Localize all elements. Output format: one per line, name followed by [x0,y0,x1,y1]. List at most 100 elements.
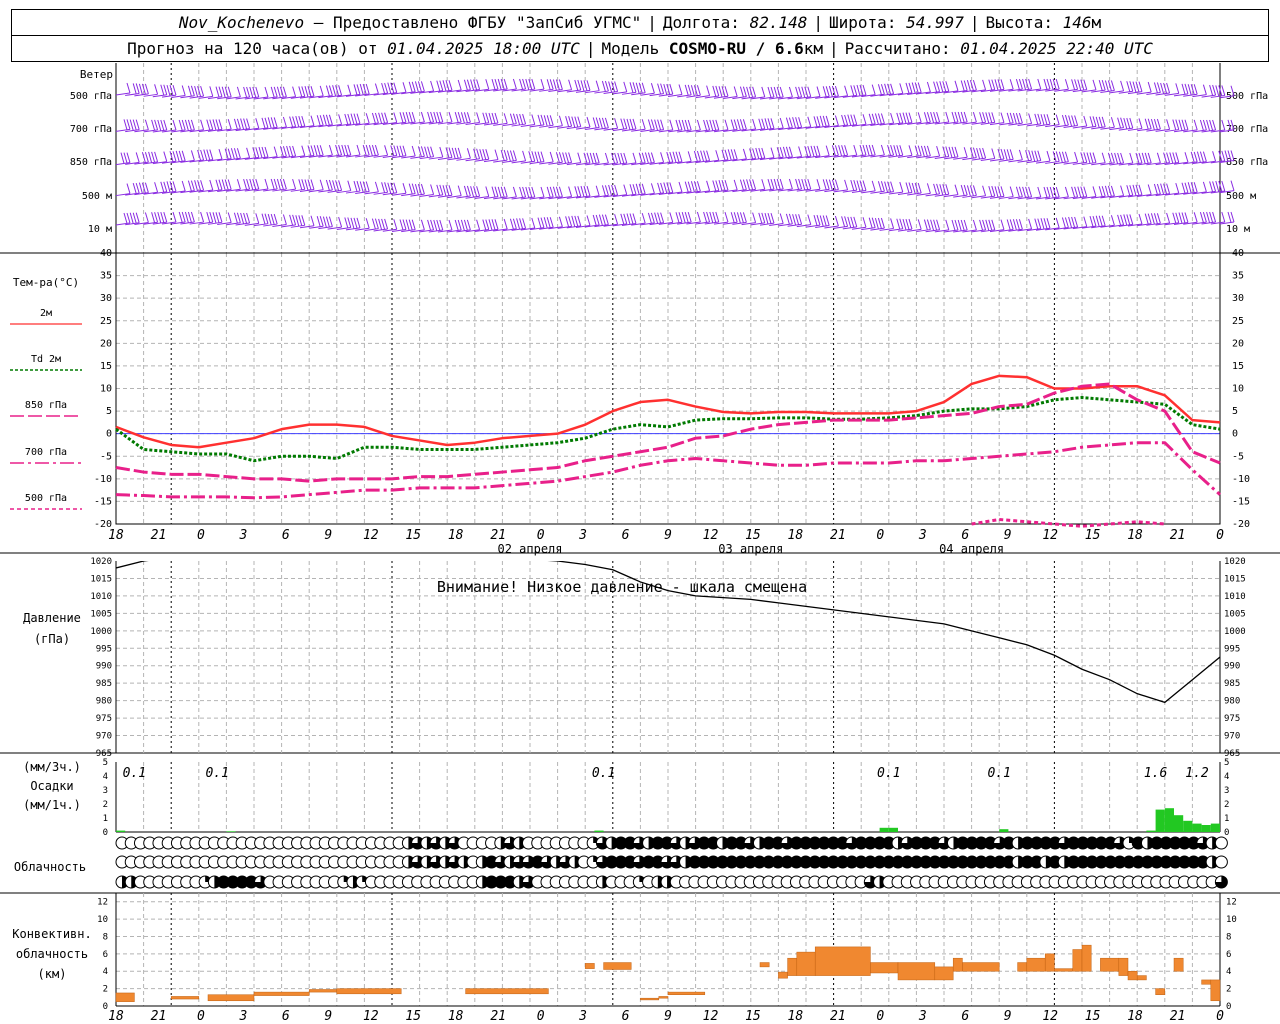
wind-barb-flag [902,112,907,124]
wind-barb-flag [997,79,1002,90]
temp-xtick: 3 [918,528,927,543]
wind-barb-flag [684,84,689,96]
wind-barb-flag [1156,183,1161,195]
wind-barb [1183,221,1198,225]
wind-barb-flag [362,181,367,193]
wind-barb-flag [1190,182,1195,193]
wind-barb [345,93,361,97]
wind-barb-flag [641,212,646,224]
cloud-symbol [1131,855,1145,869]
wind-barb-flag [1184,119,1189,130]
wind-barb-flag [565,216,570,227]
wind-barb-flag [132,182,137,194]
wind-barb [1081,225,1097,229]
wind-barb [382,92,397,96]
precip-bar [1183,820,1193,832]
temp-legend-label: 2м [40,308,52,319]
wind-barb-flag [439,146,444,158]
cloud-fill [1150,837,1163,849]
cloud-fill [781,837,794,849]
wind-barb-flag [880,181,885,192]
wind-barb-flag [798,146,803,157]
wind-barb [741,157,756,161]
wind-barb-flag [279,146,284,157]
wind-barb-flag [733,179,738,190]
wind-barb [1164,129,1179,133]
wind-barb-flag [243,86,248,98]
pressure-axis-unit: (гПа) [34,632,70,646]
wind-barb-flag [822,179,827,190]
alt-unit: м [1091,13,1102,32]
wind-barb-flag [834,145,839,156]
wind-barb [585,195,600,199]
wind-barb [493,196,508,200]
wind-barb-flag [531,114,536,125]
wind-barb [723,129,738,133]
wind-barb [677,129,692,133]
wind-barb-flag [669,151,674,163]
wind-barb-flag [638,152,643,164]
wind-barb [355,154,370,158]
wind-barb-flag [847,114,852,126]
wind-barb-flag [1184,83,1189,94]
wind-barb-flag [184,211,189,223]
wind-barb-flag [623,118,628,129]
conv-xtick: 18 [1127,1009,1143,1024]
wind-barb-flag [181,180,186,192]
wind-barb-flag [267,213,272,225]
forecast-prefix: Прогноз на 120 часа(ов) от [127,39,378,58]
wind-barb-flag [436,80,441,92]
wind-barb-flag [488,219,493,231]
wind-barb [355,227,370,231]
pressure-ytick-right: 980 [1224,697,1240,707]
wind-barb [483,159,499,163]
wind-barb [410,90,425,94]
wind-barb-flag [687,211,692,223]
wind-barb-flag [178,211,183,223]
wind-barb [1035,88,1051,92]
cloud-symbol [1150,855,1164,869]
wind-barb [493,88,508,92]
conv-bar [814,946,871,976]
wind-barb [226,188,241,192]
wind-level-label: 500 м [82,191,112,202]
wind-barb [649,93,664,97]
wind-barb [686,190,701,194]
wind-barb-flag [571,116,576,128]
wind-barb-flag [319,85,324,97]
wind-barb [152,129,167,133]
wind-barb-flag [172,181,177,192]
wind-barb [861,154,876,158]
wind-barb [134,93,149,97]
wind-barb [465,122,480,126]
wind-barb-flag [1064,186,1069,198]
wind-barb [1137,223,1152,227]
cloud-symbol [799,855,813,869]
cloud-fill [827,856,840,868]
wind-barb-flag [749,148,754,160]
wind-barb-flag [436,219,441,231]
wind-barb-flag [506,150,511,162]
wind-barb [612,128,627,132]
conv-bar [170,996,200,1000]
cloud-symbol [1048,855,1062,869]
wind-barb [1183,161,1198,165]
wind-barb [1091,195,1106,199]
wind-barb [842,94,857,98]
wind-barb-flag [1166,119,1171,130]
wind-barb-flag [316,216,321,227]
wind-barb-flag [313,145,318,157]
wind-barb-flag [307,179,312,191]
wind-barb-flag [509,150,514,162]
wind-barb-flag [209,149,214,160]
wind-barb [704,129,719,133]
wind-barb-flag [1098,116,1103,128]
wind-barb-flag [1144,152,1149,164]
wind-barb-flag [540,114,545,126]
cloud-fill [938,856,951,868]
precip-bar [1192,823,1202,832]
wind-barb [815,188,830,192]
wind-barb [539,226,554,230]
wind-barb [493,228,508,232]
precip-ytick-right: 5 [1224,758,1229,768]
